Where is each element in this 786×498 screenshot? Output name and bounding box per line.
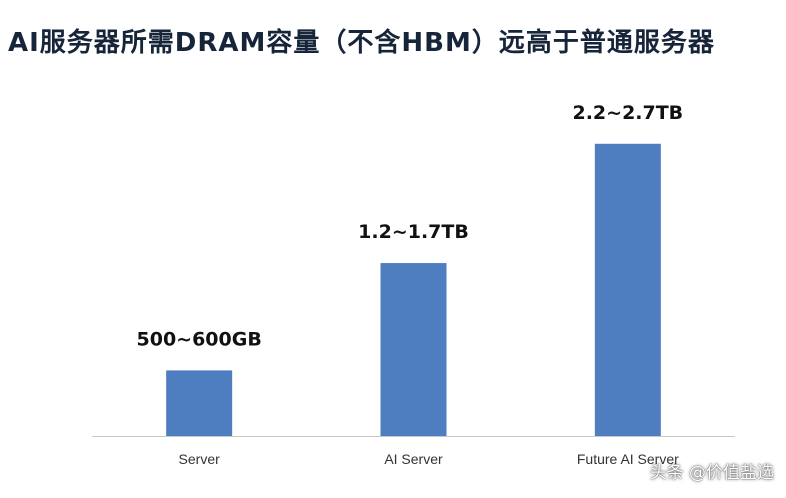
data-label: 2.2~2.7TB [572, 102, 683, 124]
x-tick-label: AI Server [384, 451, 443, 467]
data-label: 500~600GB [137, 328, 262, 350]
data-label: 1.2~1.7TB [358, 221, 469, 243]
watermark: 头条 @价值盐选 [649, 463, 774, 483]
bar-future-ai-server [594, 143, 661, 437]
chart-title: AI服务器所需DRAM容量（不含HBM）远高于普通服务器 [8, 28, 715, 58]
x-tick-label: Future AI Server [577, 451, 679, 467]
bar-ai-server [380, 263, 447, 436]
x-tick-label: Server [179, 451, 221, 467]
bar-server [166, 370, 233, 436]
